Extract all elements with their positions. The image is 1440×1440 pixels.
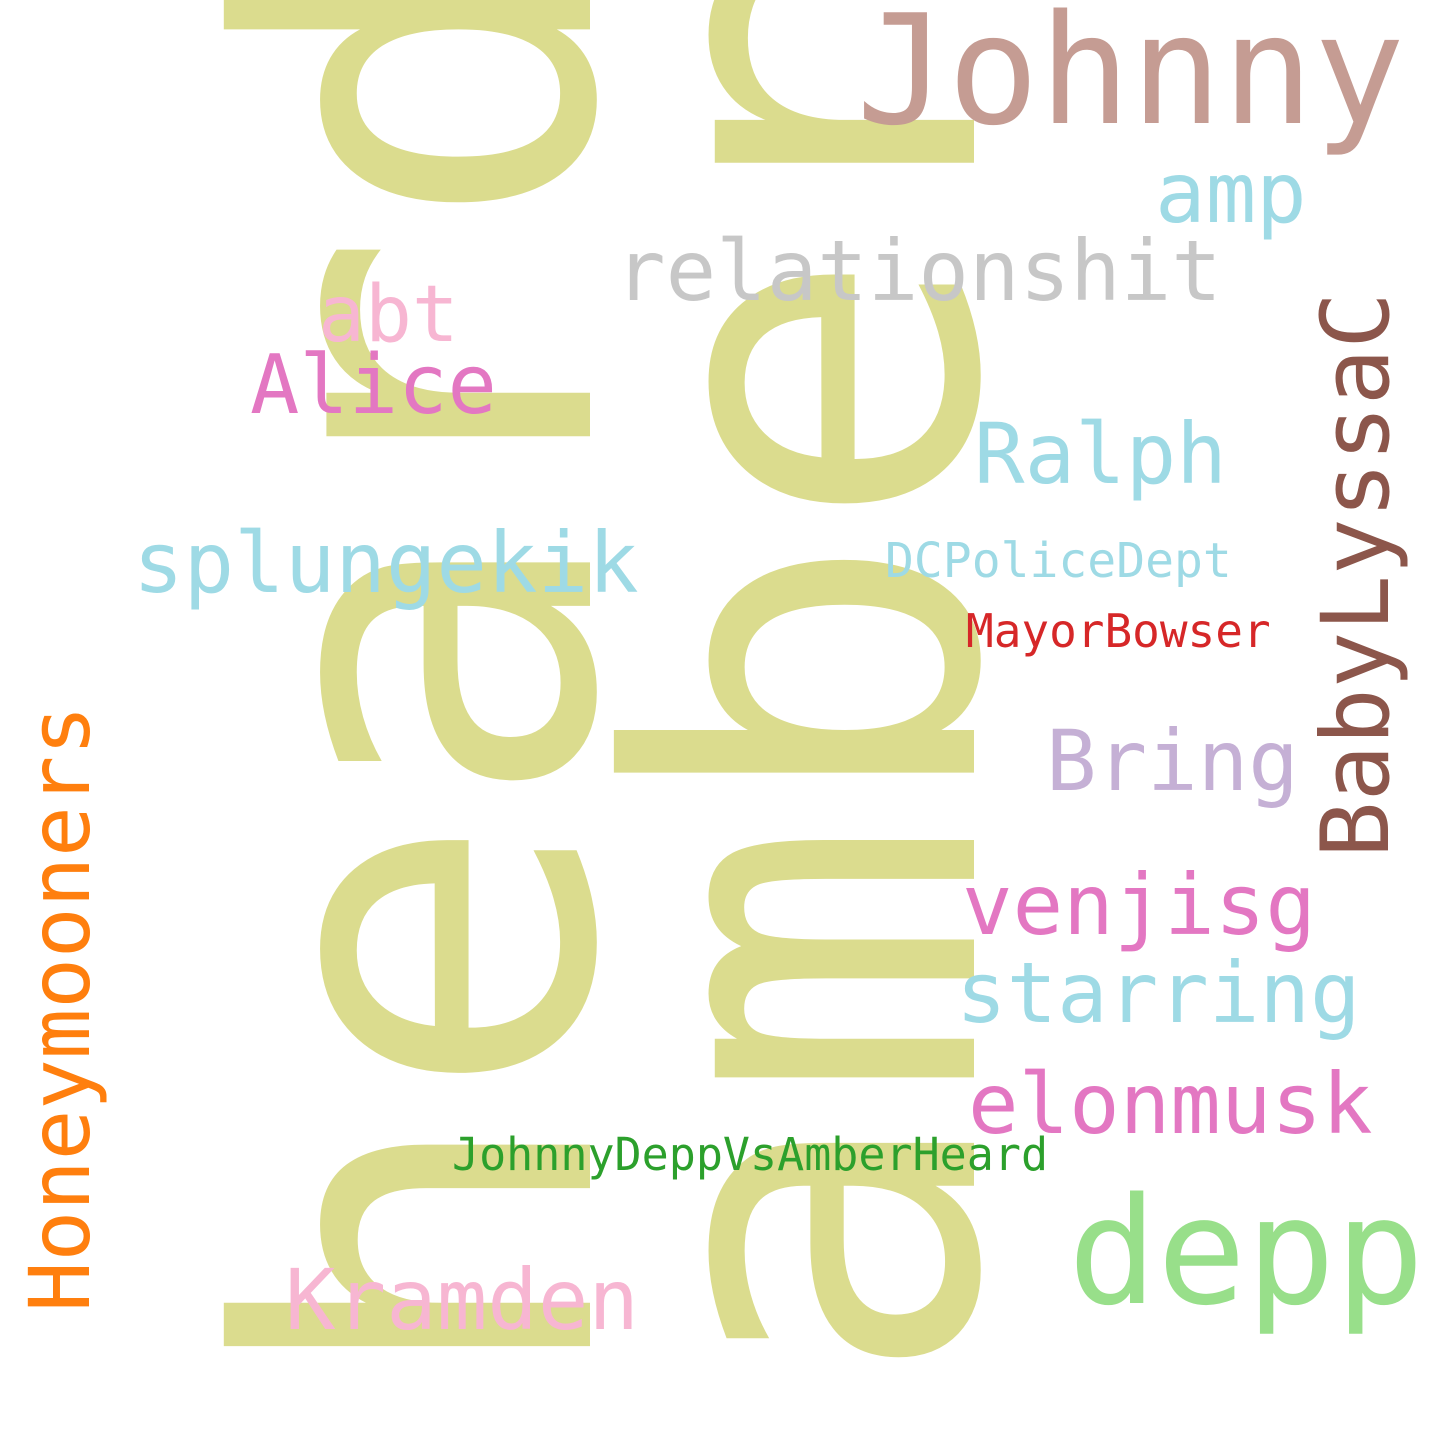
- word-ralph: Ralph: [974, 405, 1227, 503]
- word-relationshit: relationshit: [615, 222, 1222, 320]
- word-elonmusk: elonmusk: [968, 1055, 1373, 1153]
- word-alice: Alice: [250, 338, 497, 433]
- word-mayorbowser: MayorBowser: [966, 604, 1271, 658]
- word-bring: Bring: [1046, 712, 1299, 810]
- word-babylyssac: BabyLyssaC: [1302, 292, 1411, 858]
- word-starring: starring: [956, 944, 1361, 1042]
- word-dcpolicedept: DCPoliceDept: [885, 533, 1232, 589]
- word-depp: depp: [1068, 1166, 1425, 1338]
- word-abt: abt: [318, 270, 459, 360]
- word-amp: amp: [1155, 144, 1307, 242]
- word-johnny: Johnny: [856, 0, 1406, 159]
- word-kramden: Kramden: [285, 1251, 640, 1349]
- word-splungekik: splungekik: [133, 514, 639, 612]
- word-johnnydeppvsamberheard: JohnnyDeppVsAmberHeard: [452, 1128, 1049, 1181]
- word-honeymooners: Honeymooners: [11, 705, 109, 1312]
- word-venjisg: venjisg: [962, 856, 1317, 954]
